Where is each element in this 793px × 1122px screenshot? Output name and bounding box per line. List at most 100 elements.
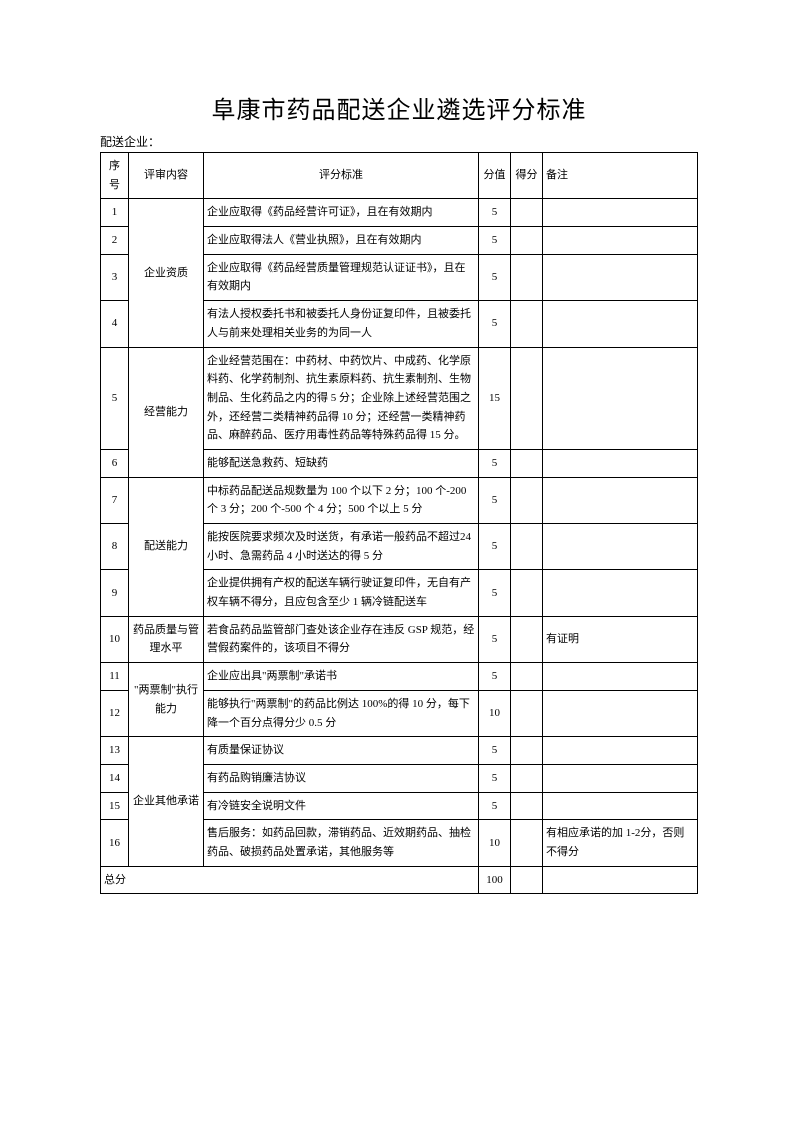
cell-score: 10 <box>479 820 511 866</box>
cell-category: 企业资质 <box>129 199 204 347</box>
cell-criteria: 能按医院要求频次及时送货，有承诺一般药品不超过24 小时、急需药品 4 小时送达… <box>204 524 479 570</box>
cell-seq: 16 <box>101 820 129 866</box>
cell-criteria: 能够执行"两票制"的药品比例达 100%的得 10 分，每下降一个百分点得分少 … <box>204 690 479 736</box>
cell-earned <box>511 301 543 347</box>
cell-seq: 9 <box>101 570 129 616</box>
cell-criteria: 有药品购销廉洁协议 <box>204 764 479 792</box>
cell-seq: 12 <box>101 690 129 736</box>
cell-earned <box>511 477 543 523</box>
cell-criteria: 企业应出具"两票制"承诺书 <box>204 663 479 691</box>
cell-criteria: 能够配送急救药、短缺药 <box>204 449 479 477</box>
total-label: 总分 <box>101 866 479 894</box>
header-category: 评审内容 <box>129 153 204 199</box>
header-criteria: 评分标准 <box>204 153 479 199</box>
cell-remarks: 有相应承诺的加 1-2分，否则不得分 <box>543 820 698 866</box>
cell-earned <box>511 737 543 765</box>
cell-earned <box>511 449 543 477</box>
header-earned: 得分 <box>511 153 543 199</box>
cell-seq: 6 <box>101 449 129 477</box>
cell-remarks <box>543 524 698 570</box>
cell-earned <box>511 524 543 570</box>
cell-criteria: 有质量保证协议 <box>204 737 479 765</box>
table-row: 7 配送能力 中标药品配送品规数量为 100 个以下 2 分；100 个-200… <box>101 477 698 523</box>
cell-remarks <box>543 199 698 227</box>
cell-criteria: 企业应取得法人《营业执照》，且在有效期内 <box>204 227 479 255</box>
total-score: 100 <box>479 866 511 894</box>
cell-remarks <box>543 570 698 616</box>
table-row: 1 企业资质 企业应取得《药品经营许可证》，且在有效期内 5 <box>101 199 698 227</box>
cell-seq: 1 <box>101 199 129 227</box>
cell-remarks <box>543 449 698 477</box>
cell-score: 5 <box>479 301 511 347</box>
table-row: 13 企业其他承诺 有质量保证协议 5 <box>101 737 698 765</box>
cell-remarks <box>543 254 698 300</box>
cell-remarks <box>543 690 698 736</box>
cell-score: 5 <box>479 764 511 792</box>
cell-earned <box>511 570 543 616</box>
total-earned <box>511 866 543 894</box>
cell-criteria: 有冷链安全说明文件 <box>204 792 479 820</box>
cell-remarks <box>543 737 698 765</box>
cell-seq: 10 <box>101 616 129 662</box>
cell-earned <box>511 227 543 255</box>
cell-score: 5 <box>479 663 511 691</box>
cell-criteria: 若食品药品监管部门查处该企业存在违反 GSP 规范，经营假药案件的，该项目不得分 <box>204 616 479 662</box>
cell-category: 企业其他承诺 <box>129 737 204 866</box>
company-label: 配送企业： <box>100 133 698 150</box>
cell-earned <box>511 616 543 662</box>
cell-seq: 4 <box>101 301 129 347</box>
cell-score: 5 <box>479 254 511 300</box>
cell-score: 5 <box>479 792 511 820</box>
cell-seq: 15 <box>101 792 129 820</box>
cell-score: 5 <box>479 477 511 523</box>
cell-seq: 3 <box>101 254 129 300</box>
cell-score: 5 <box>479 227 511 255</box>
cell-seq: 7 <box>101 477 129 523</box>
cell-earned <box>511 199 543 227</box>
cell-remarks <box>543 663 698 691</box>
cell-score: 10 <box>479 690 511 736</box>
cell-remarks <box>543 301 698 347</box>
cell-earned <box>511 254 543 300</box>
cell-seq: 13 <box>101 737 129 765</box>
cell-seq: 2 <box>101 227 129 255</box>
cell-earned <box>511 764 543 792</box>
cell-criteria: 中标药品配送品规数量为 100 个以下 2 分；100 个-200个 3 分；2… <box>204 477 479 523</box>
cell-seq: 14 <box>101 764 129 792</box>
cell-earned <box>511 663 543 691</box>
cell-seq: 5 <box>101 347 129 449</box>
cell-criteria: 企业提供拥有产权的配送车辆行驶证复印件，无自有产权车辆不得分，且应包含至少 1 … <box>204 570 479 616</box>
table-row: 5 经营能力 企业经营范围在：中药材、中药饮片、中成药、化学原料药、化学药制剂、… <box>101 347 698 449</box>
cell-remarks <box>543 477 698 523</box>
cell-score: 5 <box>479 449 511 477</box>
cell-seq: 11 <box>101 663 129 691</box>
cell-score: 5 <box>479 524 511 570</box>
cell-remarks <box>543 227 698 255</box>
cell-remarks <box>543 792 698 820</box>
cell-score: 5 <box>479 616 511 662</box>
cell-score: 5 <box>479 199 511 227</box>
cell-seq: 8 <box>101 524 129 570</box>
cell-criteria: 企业应取得《药品经营质量管理规范认证证书》，且在有效期内 <box>204 254 479 300</box>
cell-earned <box>511 690 543 736</box>
page-title: 阜康市药品配送企业遴选评分标准 <box>100 90 698 125</box>
header-seq: 序号 <box>101 153 129 199</box>
cell-category: 配送能力 <box>129 477 204 616</box>
header-remarks: 备注 <box>543 153 698 199</box>
cell-criteria: 企业应取得《药品经营许可证》，且在有效期内 <box>204 199 479 227</box>
cell-criteria: 企业经营范围在：中药材、中药饮片、中成药、化学原料药、化学药制剂、抗生素原料药、… <box>204 347 479 449</box>
cell-score: 15 <box>479 347 511 449</box>
cell-earned <box>511 347 543 449</box>
cell-earned <box>511 792 543 820</box>
cell-remarks <box>543 764 698 792</box>
header-score: 分值 <box>479 153 511 199</box>
cell-criteria: 有法人授权委托书和被委托人身份证复印件，且被委托人与前来处理相关业务的为同一人 <box>204 301 479 347</box>
total-remarks <box>543 866 698 894</box>
table-row: 11 "两票制"执行能力 企业应出具"两票制"承诺书 5 <box>101 663 698 691</box>
table-row: 10 药品质量与管理水平 若食品药品监管部门查处该企业存在违反 GSP 规范，经… <box>101 616 698 662</box>
cell-score: 5 <box>479 737 511 765</box>
cell-category: 药品质量与管理水平 <box>129 616 204 662</box>
cell-score: 5 <box>479 570 511 616</box>
cell-criteria: 售后服务：如药品回款，滞销药品、近效期药品、抽检药品、破损药品处置承诺，其他服务… <box>204 820 479 866</box>
cell-remarks <box>543 347 698 449</box>
